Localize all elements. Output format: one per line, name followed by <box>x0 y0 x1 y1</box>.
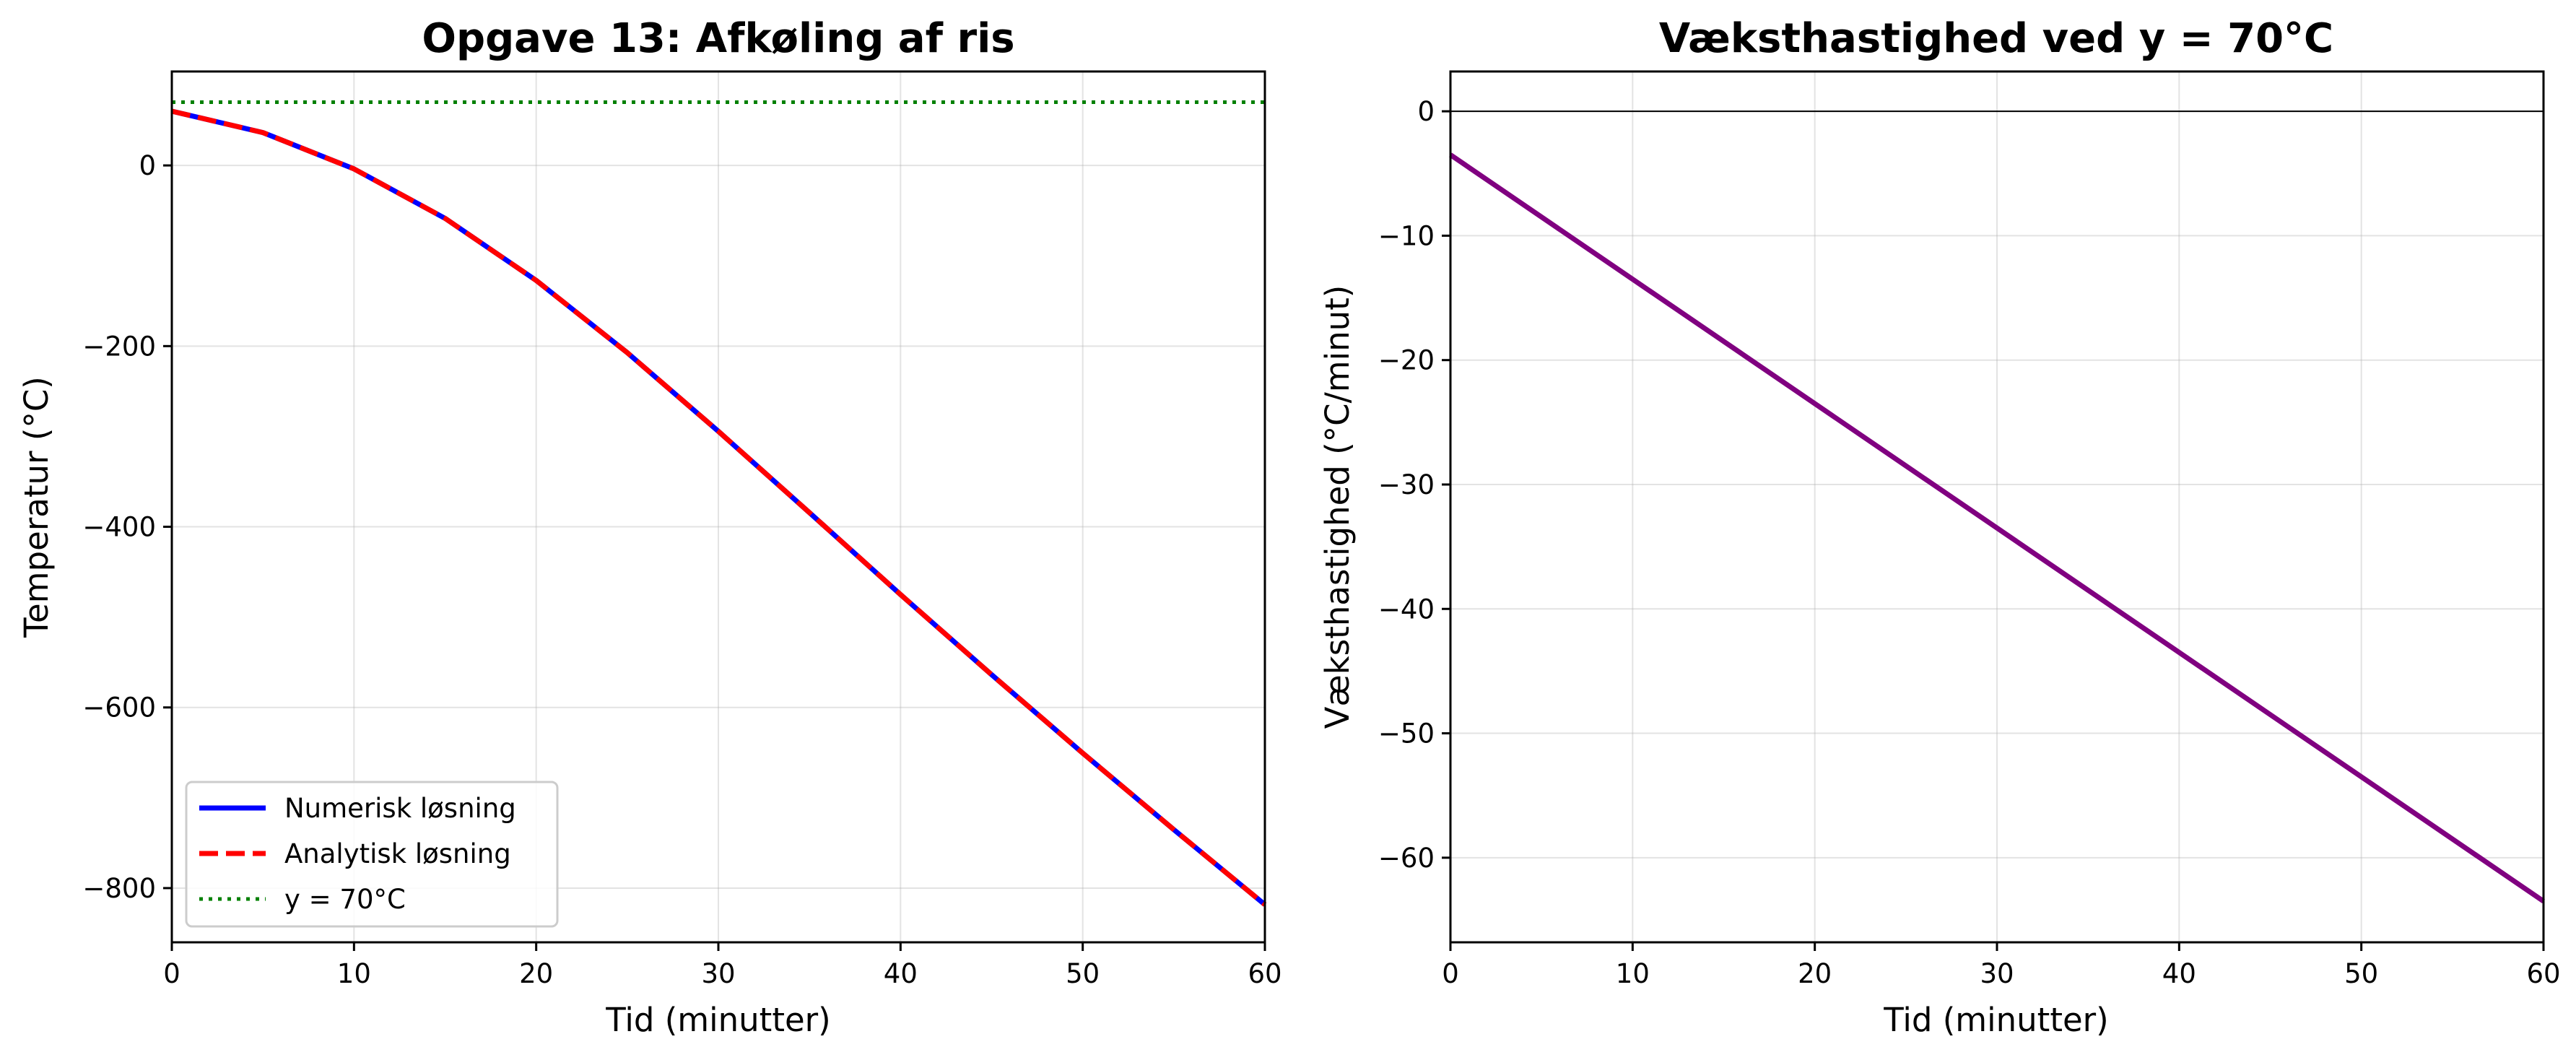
legend-box <box>185 781 559 928</box>
x-tick-label: 30 <box>1980 958 2014 989</box>
legend-label-numerisk: Numerisk løsning <box>284 793 516 824</box>
y-tick-label: −60 <box>1378 843 1435 874</box>
y-tick-label: −600 <box>82 692 156 724</box>
x-tick-label: 40 <box>2162 958 2196 989</box>
legend: Numerisk løsning Analytisk løsning y = 7… <box>185 781 559 928</box>
legend-label-analytisk: Analytisk løsning <box>284 838 511 869</box>
y-tick-label: −400 <box>82 512 156 543</box>
series-line <box>1449 152 2545 903</box>
y-tick-label: −30 <box>1378 469 1435 500</box>
y-tick-label: 0 <box>139 150 156 181</box>
y-tick-label: −10 <box>1378 220 1435 251</box>
x-tick-label: 20 <box>519 958 553 989</box>
x-tick-label: 50 <box>1066 958 1100 989</box>
legend-label-threshold: y = 70°C <box>284 884 406 915</box>
y-axis-label: Væksthastighed (°C/minut) <box>1318 285 1357 729</box>
series-group <box>171 100 1267 907</box>
y-tick-label: −50 <box>1378 718 1435 750</box>
series-line-dashed <box>171 108 1267 907</box>
ticks: 0 10 20 30 40 50 60 −800 −600 −400 −200 0 <box>82 150 1282 989</box>
chart-title: Opgave 13: Afkøling af ris <box>422 15 1014 62</box>
chart-title: Væksthastighed ved y = 70°C <box>1659 15 2333 62</box>
x-tick-label: 0 <box>163 958 180 989</box>
y-tick-label: −800 <box>82 873 156 904</box>
growth-rate-chart: Væksthastighed ved y = 70°C 0 10 20 30 40 50 6… <box>1318 15 2561 1039</box>
x-tick-label: 60 <box>1248 958 1282 989</box>
x-tick-label: 10 <box>337 958 371 989</box>
y-tick-label: −40 <box>1378 594 1435 625</box>
x-tick-label: 10 <box>1616 958 1650 989</box>
grid <box>171 71 1266 942</box>
x-tick-label: 0 <box>1442 958 1459 989</box>
temperature-chart: Opgave 13: Afkøling af ris 0 10 20 30 40 50 60… <box>17 15 1282 1039</box>
y-tick-label: −20 <box>1378 345 1435 376</box>
ticks: 0 10 20 30 40 50 60 −60 −50 −40 −30 −20 −10 0 <box>1378 96 2561 989</box>
x-tick-label: 60 <box>2526 958 2560 989</box>
x-tick-label: 50 <box>2344 958 2378 989</box>
x-axis-label: Tid (minutter) <box>1883 1001 2108 1039</box>
y-tick-label: −200 <box>82 331 156 362</box>
y-tick-label: 0 <box>1417 96 1435 127</box>
x-axis-label: Tid (minutter) <box>605 1001 830 1039</box>
x-tick-label: 30 <box>701 958 735 989</box>
grid <box>1450 71 2544 942</box>
y-axis-label: Temperatur (°C) <box>17 376 56 638</box>
x-tick-label: 40 <box>884 958 918 989</box>
x-tick-label: 20 <box>1798 958 1832 989</box>
series-group <box>1449 110 2545 903</box>
